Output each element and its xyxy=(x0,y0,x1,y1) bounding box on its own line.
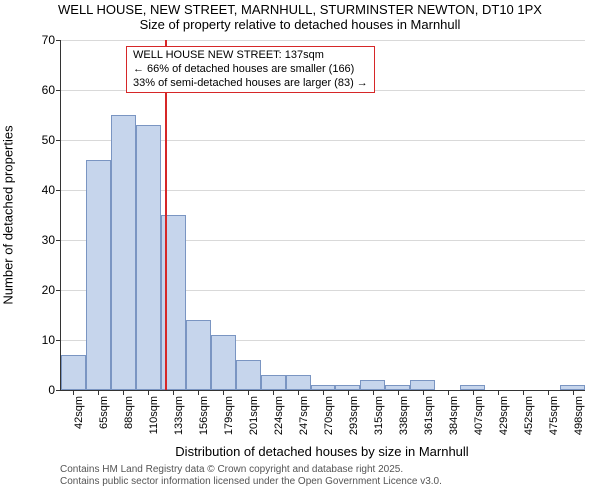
xtick-mark xyxy=(548,390,549,395)
bar xyxy=(186,320,211,390)
xtick-label: 270sqm xyxy=(319,396,335,435)
xtick-mark xyxy=(348,390,349,395)
bar xyxy=(211,335,236,390)
ytick-label: 40 xyxy=(42,183,61,197)
bar xyxy=(86,160,111,390)
xtick-label: 452sqm xyxy=(519,396,535,435)
xtick-label: 247sqm xyxy=(294,396,310,435)
xtick-mark xyxy=(448,390,449,395)
bar xyxy=(136,125,161,390)
footnote: Contains HM Land Registry data © Crown c… xyxy=(60,464,442,488)
bar xyxy=(261,375,286,390)
xtick-mark xyxy=(423,390,424,395)
xtick-mark xyxy=(148,390,149,395)
xtick-label: 88sqm xyxy=(119,396,135,429)
ytick-label: 0 xyxy=(48,383,61,397)
annotation-box: WELL HOUSE NEW STREET: 137sqm← 66% of de… xyxy=(126,46,375,93)
xtick-mark xyxy=(123,390,124,395)
xtick-mark xyxy=(498,390,499,395)
xtick-label: 315sqm xyxy=(369,396,385,435)
xtick-mark xyxy=(373,390,374,395)
bar xyxy=(335,385,360,390)
xtick-label: 361sqm xyxy=(419,396,435,435)
bar xyxy=(560,385,585,390)
footnote-line-1: Contains HM Land Registry data © Crown c… xyxy=(60,464,442,476)
xtick-label: 293sqm xyxy=(344,396,360,435)
title-line-2: Size of property relative to detached ho… xyxy=(0,17,600,32)
xtick-mark xyxy=(298,390,299,395)
xtick-label: 407sqm xyxy=(469,396,485,435)
xtick-mark xyxy=(273,390,274,395)
bar xyxy=(236,360,261,390)
xtick-mark xyxy=(323,390,324,395)
xtick-mark xyxy=(573,390,574,395)
xtick-mark xyxy=(98,390,99,395)
xtick-label: 179sqm xyxy=(219,396,235,435)
ytick-label: 20 xyxy=(42,283,61,297)
xtick-label: 156sqm xyxy=(194,396,210,435)
xtick-mark xyxy=(398,390,399,395)
title-line-1: WELL HOUSE, NEW STREET, MARNHULL, STURMI… xyxy=(0,2,600,17)
xtick-label: 224sqm xyxy=(269,396,285,435)
bar xyxy=(111,115,136,390)
xtick-label: 110sqm xyxy=(144,396,160,434)
ytick-label: 30 xyxy=(42,233,61,247)
bar xyxy=(385,385,410,390)
xtick-label: 384sqm xyxy=(444,396,460,435)
chart-container: WELL HOUSE, NEW STREET, MARNHULL, STURMI… xyxy=(0,0,600,500)
xtick-label: 201sqm xyxy=(244,396,260,435)
bar xyxy=(410,380,435,390)
annotation-line: ← 66% of detached houses are smaller (16… xyxy=(133,63,368,77)
ytick-label: 50 xyxy=(42,133,61,147)
xtick-label: 338sqm xyxy=(394,396,410,435)
xtick-mark xyxy=(523,390,524,395)
annotation-line: 33% of semi-detached houses are larger (… xyxy=(133,77,368,91)
chart-title-block: WELL HOUSE, NEW STREET, MARNHULL, STURMI… xyxy=(0,2,600,32)
y-axis-label: Number of detached properties xyxy=(1,125,16,304)
xtick-label: 133sqm xyxy=(169,396,185,435)
xtick-mark xyxy=(173,390,174,395)
bar xyxy=(311,385,336,390)
gridline xyxy=(61,40,585,41)
bar xyxy=(460,385,485,390)
xtick-mark xyxy=(73,390,74,395)
xtick-label: 498sqm xyxy=(569,396,585,435)
ytick-label: 60 xyxy=(42,83,61,97)
annotation-line: WELL HOUSE NEW STREET: 137sqm xyxy=(133,49,368,63)
plot-area: 01020304050607042sqm65sqm88sqm110sqm133s… xyxy=(60,40,585,391)
xtick-label: 475sqm xyxy=(544,396,560,435)
xtick-mark xyxy=(473,390,474,395)
bar xyxy=(360,380,385,390)
bar xyxy=(61,355,86,390)
xtick-mark xyxy=(223,390,224,395)
ytick-label: 10 xyxy=(42,333,61,347)
xtick-mark xyxy=(198,390,199,395)
xtick-mark xyxy=(248,390,249,395)
x-axis-label: Distribution of detached houses by size … xyxy=(60,444,584,459)
ytick-label: 70 xyxy=(42,33,61,47)
xtick-label: 42sqm xyxy=(69,396,85,429)
xtick-label: 65sqm xyxy=(94,396,110,429)
bar xyxy=(286,375,311,390)
footnote-line-2: Contains public sector information licen… xyxy=(60,476,442,488)
xtick-label: 429sqm xyxy=(494,396,510,435)
